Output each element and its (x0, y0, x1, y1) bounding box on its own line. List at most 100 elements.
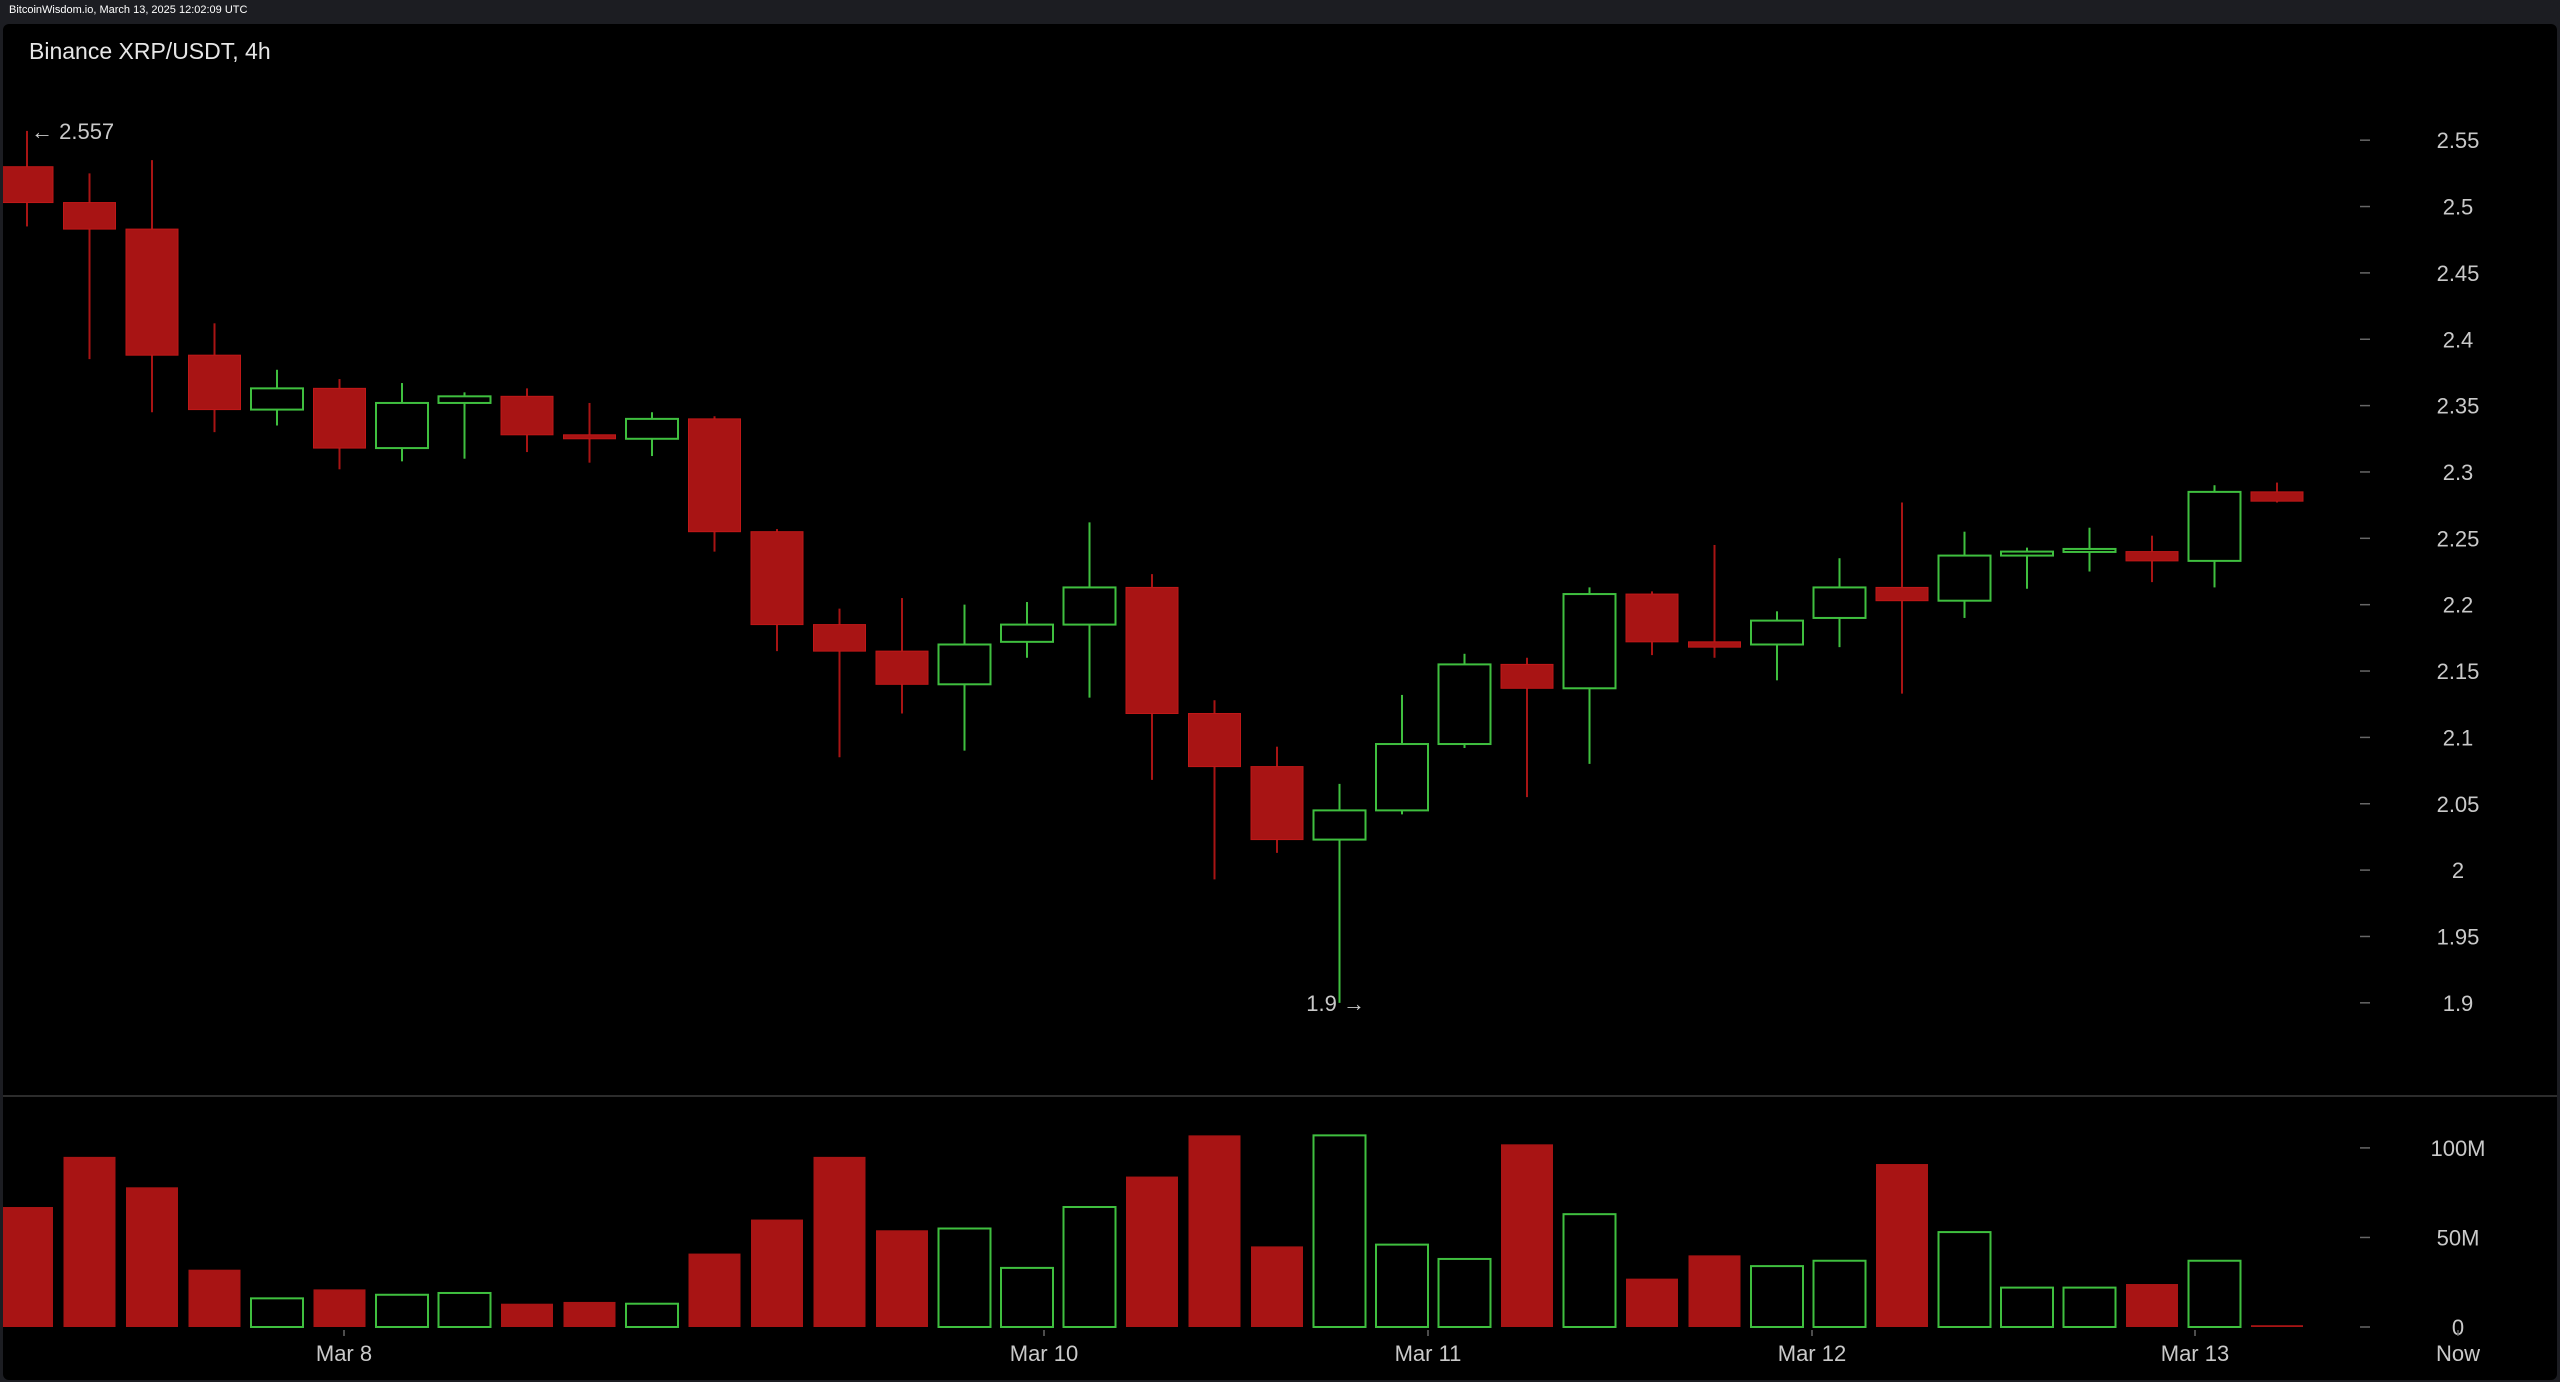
candle-up (437, 395, 492, 404)
candle-up (1562, 593, 1617, 690)
candle-down (313, 387, 366, 449)
candle-down (1500, 663, 1554, 689)
candle-down (1188, 713, 1241, 768)
candle-up (2187, 490, 2242, 562)
candle-down (1625, 593, 1679, 643)
price-volume-chart: 2.55 2.5 2.45 2.4 2.35 2.3 2.25 2.2 2.15 2.1 2.05 2… (3, 119, 2557, 1366)
candle-down (1688, 641, 1741, 648)
volume-bar-down (751, 1219, 803, 1327)
price-tick-label: 1.95 (2437, 924, 2480, 949)
price-tick-label: 2.55 (2437, 128, 2480, 153)
volume-bar-down (501, 1303, 553, 1327)
volume-bar-down (563, 1301, 616, 1327)
volume-bar-up (1437, 1257, 1492, 1328)
price-tick-label: 2.45 (2437, 261, 2480, 286)
volume-bar-down (688, 1253, 741, 1327)
time-tick-label: Mar 12 (1778, 1341, 1846, 1366)
price-tick-label: 2 (2452, 858, 2464, 883)
volume-tick-label: 100M (2430, 1136, 2485, 1161)
candle-up (1812, 586, 1867, 619)
candle-down (2125, 551, 2179, 562)
chart-panel: 2.55 2.5 2.45 2.4 2.35 2.3 2.25 2.2 2.15 2.1 2.05 2… (3, 24, 2557, 1380)
candle-down (188, 354, 241, 411)
volume-bar-up (1000, 1266, 1054, 1329)
volume-bar-down (1251, 1246, 1303, 1327)
volume-bar-down (1188, 1135, 1241, 1327)
price-tick-label: 2.3 (2443, 460, 2474, 485)
candle-down (813, 624, 866, 652)
volume-bar-up (1062, 1206, 1117, 1328)
candle-up (1062, 586, 1117, 626)
candle-down (1125, 586, 1179, 715)
candle-up (375, 401, 429, 450)
volume-bar-up (1375, 1243, 1429, 1328)
price-tick-label: 2.4 (2443, 327, 2474, 352)
volume-bar-up (1812, 1259, 1867, 1328)
volume-bar-down (2251, 1325, 2303, 1327)
price-tick-label: 2.25 (2437, 526, 2480, 551)
candle-down (63, 202, 116, 230)
candle-down (1875, 586, 1929, 602)
price-tick-label: 2.35 (2437, 394, 2480, 419)
volume-bar-down (188, 1269, 241, 1327)
candle-down (2250, 491, 2304, 502)
candle-up (1750, 619, 1804, 646)
time-tick-label: Mar 11 (1395, 1341, 1462, 1366)
price-tick-label: 2.1 (2443, 725, 2474, 750)
volume-bar-up (2187, 1259, 2242, 1328)
candle-up (937, 643, 992, 686)
volume-layer (3, 1134, 2303, 1329)
time-tick-label: Mar 13 (2161, 1341, 2229, 1366)
time-tick-label: Now (2436, 1341, 2480, 1366)
volume-bar-up (625, 1302, 679, 1328)
volume-bar-up (1562, 1213, 1617, 1328)
price-axis: 2.55 2.5 2.45 2.4 2.35 2.3 2.25 2.2 2.15 2.1 2.05 2… (2360, 128, 2479, 1016)
candle-down (500, 395, 554, 436)
candle-up (1000, 623, 1054, 643)
volume-bar-up (2000, 1286, 2054, 1328)
volume-bar-down (813, 1156, 866, 1327)
candle-up (625, 417, 679, 440)
volume-bar-up (2062, 1286, 2117, 1328)
candle-up (1375, 743, 1429, 812)
volume-bar-up (437, 1291, 492, 1329)
volume-bar-down (1626, 1278, 1678, 1327)
volume-bar-up (1750, 1265, 1804, 1329)
candle-down (3, 166, 54, 204)
volume-bar-down (1126, 1176, 1178, 1327)
candle-down (563, 434, 616, 440)
volume-bar-up (937, 1227, 992, 1328)
candle-down (125, 228, 179, 356)
volume-bar-down (1501, 1144, 1553, 1327)
candles-layer (3, 130, 2304, 1003)
volume-tick-label: 50M (2437, 1225, 2480, 1250)
candle-up (1937, 554, 1992, 602)
high-annotation: ← 2.557 (31, 119, 114, 144)
volume-bar-up (250, 1297, 304, 1329)
candle-down (1250, 766, 1304, 841)
candle-up (2000, 550, 2054, 557)
price-tick-label: 2.5 (2443, 195, 2474, 220)
chart-title: Binance XRP/USDT, 4h (29, 38, 271, 64)
price-tick-label: 2.15 (2437, 659, 2480, 684)
candle-up (250, 387, 304, 411)
volume-bar-up (1937, 1231, 1992, 1328)
volume-bar-down (126, 1187, 178, 1327)
time-tick-label: Mar 8 (316, 1341, 372, 1366)
low-annotation: 1.9 → (1306, 991, 1365, 1016)
candle-down (875, 650, 929, 685)
volume-bar-down (1876, 1164, 1928, 1327)
time-tick-label: Mar 10 (1010, 1341, 1078, 1366)
candle-up (1312, 809, 1367, 841)
volume-bar-down (2126, 1284, 2178, 1327)
annotations: ← 2.557 1.9 → (31, 119, 1365, 1016)
price-tick-label: 2.2 (2443, 593, 2474, 618)
time-axis: Mar 8 Mar 10 Mar 11 Mar 12 Mar 13 Now (316, 1330, 2480, 1366)
candle-up (2062, 547, 2117, 553)
volume-bar-up (375, 1293, 429, 1329)
volume-bar-down (1688, 1255, 1741, 1327)
price-tick-label: 1.9 (2443, 991, 2474, 1016)
volume-bar-down (63, 1156, 116, 1327)
price-tick-label: 2.05 (2437, 792, 2480, 817)
candle-down (750, 531, 804, 626)
